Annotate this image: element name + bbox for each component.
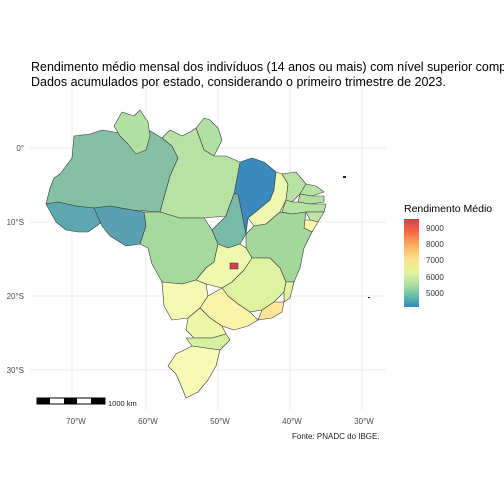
states	[45, 109, 327, 399]
island-marker	[343, 176, 346, 178]
state-ce[interactable]	[281, 171, 307, 203]
source-caption: Fonte: PNADC do IBGE.	[292, 432, 380, 441]
legend-label: 7000	[426, 256, 444, 265]
title-line-2: Dados acumulados por estado, considerand…	[31, 75, 446, 89]
chart-title: Rendimento médio mensal dos indivíduos (…	[31, 60, 504, 90]
x-tick-label: 40°W	[282, 417, 302, 426]
state-rn[interactable]	[299, 183, 325, 197]
state-es[interactable]	[283, 281, 295, 303]
legend-title: Rendimento Médio	[404, 203, 493, 215]
legend-label: 9000	[426, 224, 444, 233]
legend-label: 8000	[426, 240, 444, 249]
legend-label: 5000	[426, 289, 444, 298]
x-tick-labels: 70°W 60°W 50°W 40°W 30°W	[66, 417, 374, 426]
x-tick-label: 30°W	[354, 417, 374, 426]
legend-label: 6000	[426, 273, 444, 282]
y-tick-label: 10°S	[7, 218, 24, 227]
state-df[interactable]	[229, 262, 239, 270]
island-marker	[368, 297, 370, 298]
title-line-1: Rendimento médio mensal dos indivíduos (…	[31, 60, 504, 74]
y-tick-label: 0°	[16, 144, 24, 153]
scale-bar	[36, 397, 106, 405]
scale-bar-label: 1000 km	[108, 399, 137, 408]
state-rs[interactable]	[167, 345, 221, 399]
state-rr[interactable]	[113, 109, 151, 155]
x-tick-label: 60°W	[138, 417, 158, 426]
legend: Rendimento Médio 9000 8000 7000 6000 500…	[404, 203, 493, 307]
x-tick-label: 70°W	[66, 417, 86, 426]
legend-colorbar	[404, 219, 419, 307]
y-tick-label: 30°S	[7, 366, 24, 375]
y-tick-label: 20°S	[7, 292, 24, 301]
state-am[interactable]	[45, 125, 179, 213]
state-ro[interactable]	[93, 205, 147, 247]
x-tick-label: 50°W	[210, 417, 230, 426]
y-tick-labels: 0° 10°S 20°S 30°S	[7, 144, 24, 375]
